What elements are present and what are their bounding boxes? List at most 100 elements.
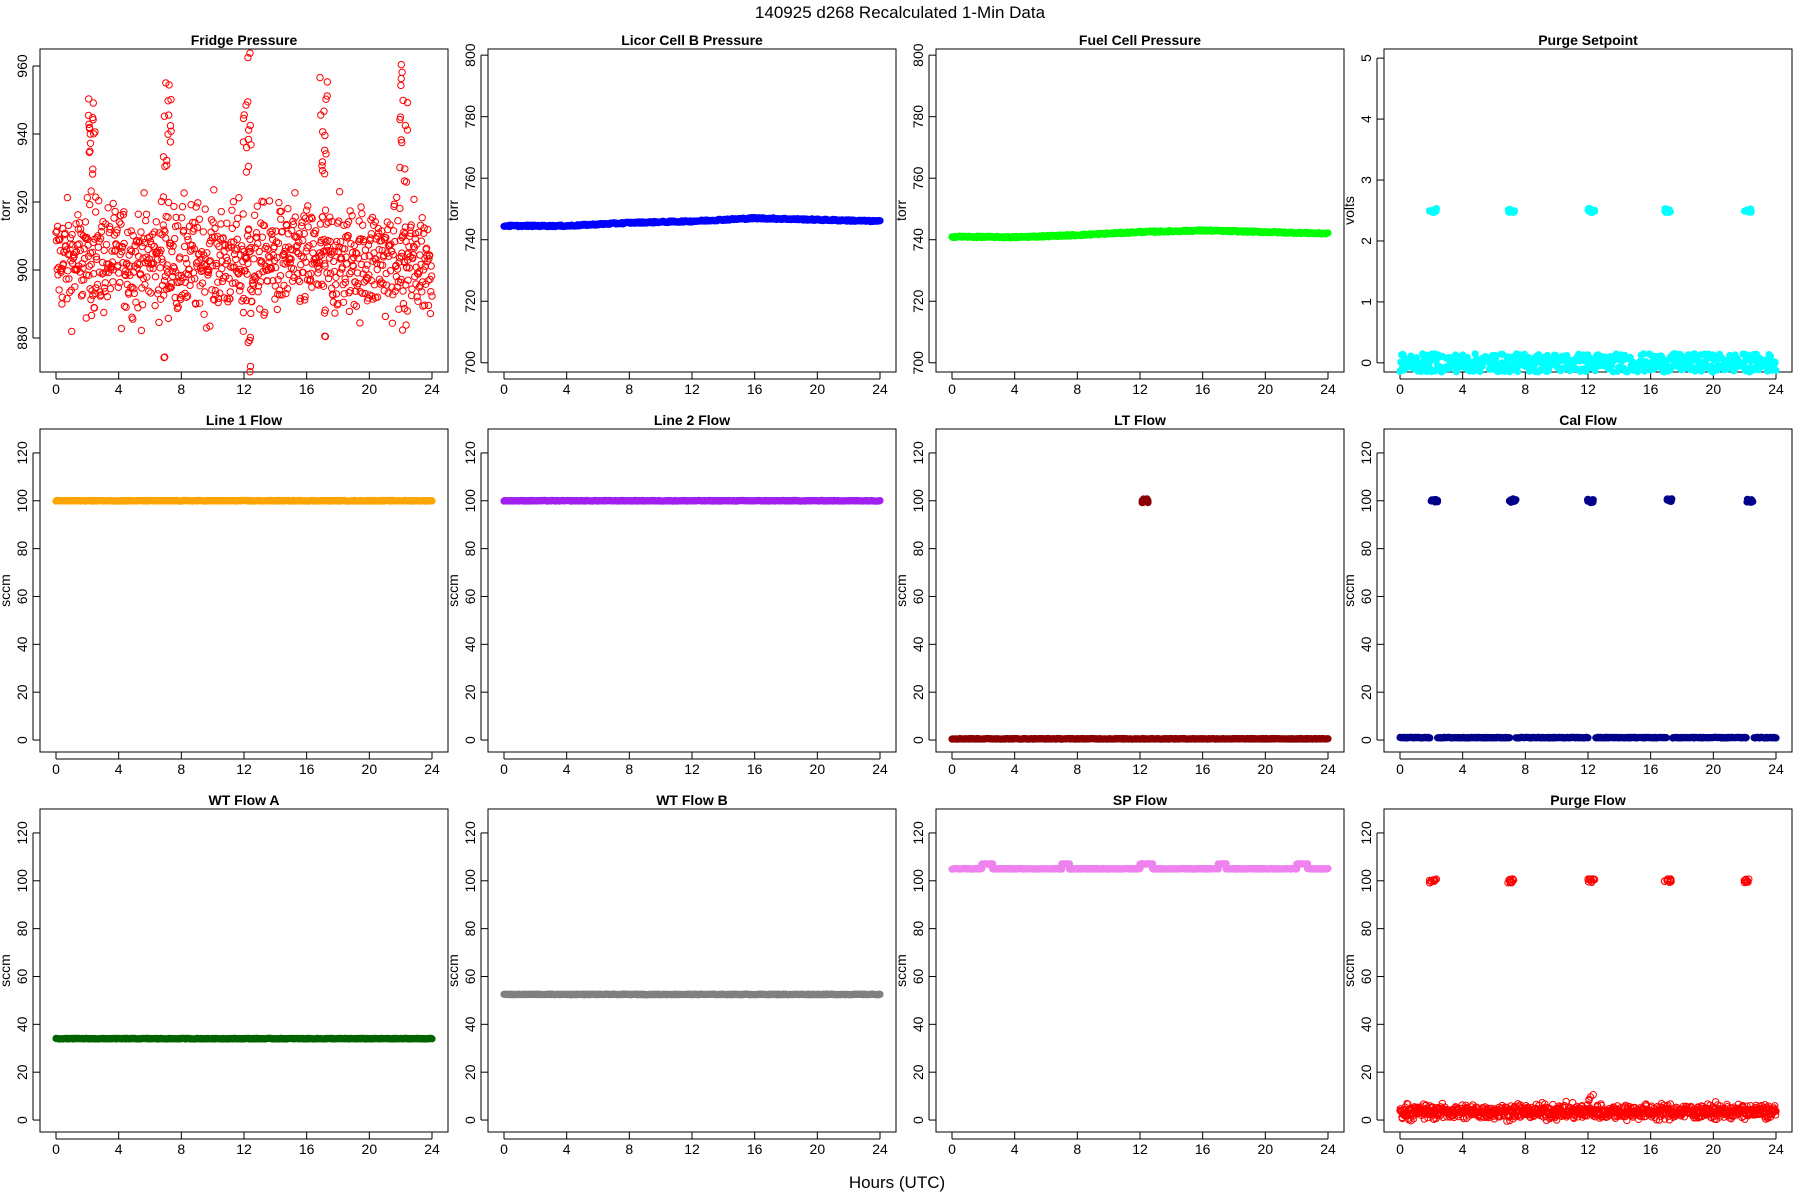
plot-frame bbox=[487, 428, 897, 753]
data-point bbox=[322, 95, 330, 103]
data-point bbox=[354, 254, 363, 262]
data-point bbox=[74, 211, 82, 219]
data-point bbox=[87, 311, 96, 320]
data-point bbox=[68, 230, 76, 239]
data-point bbox=[283, 285, 292, 293]
y-axis-label: volts bbox=[1341, 196, 1357, 225]
data-point bbox=[299, 236, 307, 245]
data-point bbox=[318, 158, 327, 166]
data-point bbox=[162, 234, 170, 242]
data-point bbox=[92, 193, 100, 201]
data-point bbox=[239, 327, 248, 335]
data-point bbox=[268, 235, 277, 244]
data-points bbox=[52, 1034, 436, 1043]
data-point bbox=[326, 269, 335, 277]
data-point bbox=[400, 177, 409, 185]
y-axis-label: sccm bbox=[0, 574, 13, 607]
data-point bbox=[119, 210, 128, 219]
y-tick-label: 760 bbox=[462, 166, 478, 190]
data-point bbox=[167, 239, 175, 248]
y-tick-label: 880 bbox=[14, 326, 30, 350]
data-point bbox=[160, 291, 168, 299]
x-tick-label: 0 bbox=[1396, 381, 1404, 397]
data-point bbox=[340, 221, 348, 230]
data-point bbox=[194, 199, 202, 207]
data-point bbox=[357, 260, 366, 269]
data-point bbox=[91, 208, 100, 216]
data-point bbox=[341, 275, 349, 283]
x-tick-label: 20 bbox=[362, 761, 378, 777]
data-point bbox=[62, 275, 70, 283]
data-point bbox=[208, 286, 216, 294]
data-point bbox=[100, 308, 108, 317]
data-point bbox=[52, 236, 61, 245]
data-point bbox=[425, 255, 433, 263]
x-tick-label: 12 bbox=[236, 381, 252, 397]
data-point bbox=[1143, 495, 1151, 503]
data-point bbox=[178, 214, 186, 222]
data-point bbox=[1743, 498, 1751, 506]
y-tick-label: 780 bbox=[462, 105, 478, 129]
data-point bbox=[206, 322, 214, 330]
data-point bbox=[208, 233, 217, 242]
data-point bbox=[282, 289, 290, 298]
data-point bbox=[334, 299, 342, 308]
data-point bbox=[58, 300, 66, 308]
data-point bbox=[205, 266, 213, 274]
x-tick-label: 0 bbox=[1396, 761, 1404, 777]
y-tick-label: 740 bbox=[462, 228, 478, 252]
y-tick-label: 80 bbox=[462, 541, 478, 557]
data-point bbox=[362, 273, 371, 281]
data-point bbox=[130, 285, 138, 293]
y-tick-label: 100 bbox=[910, 489, 926, 513]
data-point bbox=[1772, 366, 1780, 375]
data-point bbox=[158, 255, 166, 263]
data-point bbox=[187, 276, 196, 284]
data-point bbox=[169, 242, 177, 250]
x-tick-label: 12 bbox=[1132, 761, 1148, 777]
data-point bbox=[344, 218, 353, 226]
y-tick-label: 120 bbox=[462, 441, 478, 465]
panel-title: Licor Cell B Pressure bbox=[621, 32, 763, 48]
y-tick-label: 60 bbox=[462, 588, 478, 604]
data-point bbox=[393, 265, 402, 273]
data-point bbox=[149, 264, 157, 273]
data-point bbox=[238, 245, 247, 254]
data-point bbox=[1742, 733, 1750, 742]
data-point bbox=[151, 273, 160, 281]
data-point bbox=[183, 292, 192, 300]
y-tick-label: 80 bbox=[1358, 541, 1374, 557]
data-point bbox=[109, 278, 117, 286]
x-tick-label: 8 bbox=[1521, 381, 1529, 397]
data-point bbox=[319, 282, 328, 290]
x-tick-label: 0 bbox=[948, 381, 956, 397]
data-point bbox=[164, 198, 173, 207]
plot-frame bbox=[935, 48, 1345, 373]
data-point bbox=[172, 213, 180, 222]
data-point bbox=[178, 203, 187, 211]
data-point bbox=[322, 238, 330, 246]
data-point bbox=[210, 186, 218, 194]
data-point bbox=[397, 136, 405, 144]
y-tick-label: 720 bbox=[910, 289, 926, 313]
data-point bbox=[319, 128, 327, 136]
data-point bbox=[223, 219, 231, 227]
data-point bbox=[320, 107, 328, 115]
data-point bbox=[106, 285, 115, 293]
data-point bbox=[403, 98, 412, 107]
data-point bbox=[235, 194, 243, 202]
data-point bbox=[192, 203, 200, 211]
data-point bbox=[108, 258, 117, 266]
data-point bbox=[315, 258, 324, 267]
x-tick-label: 4 bbox=[1459, 761, 1467, 777]
data-point bbox=[242, 101, 250, 109]
data-point bbox=[106, 223, 114, 231]
data-point bbox=[102, 240, 111, 249]
x-tick-label: 4 bbox=[563, 761, 571, 777]
data-point bbox=[160, 277, 169, 285]
data-point bbox=[163, 161, 171, 170]
data-point bbox=[389, 227, 398, 235]
y-tick-label: 920 bbox=[14, 190, 30, 214]
data-point bbox=[381, 312, 390, 321]
